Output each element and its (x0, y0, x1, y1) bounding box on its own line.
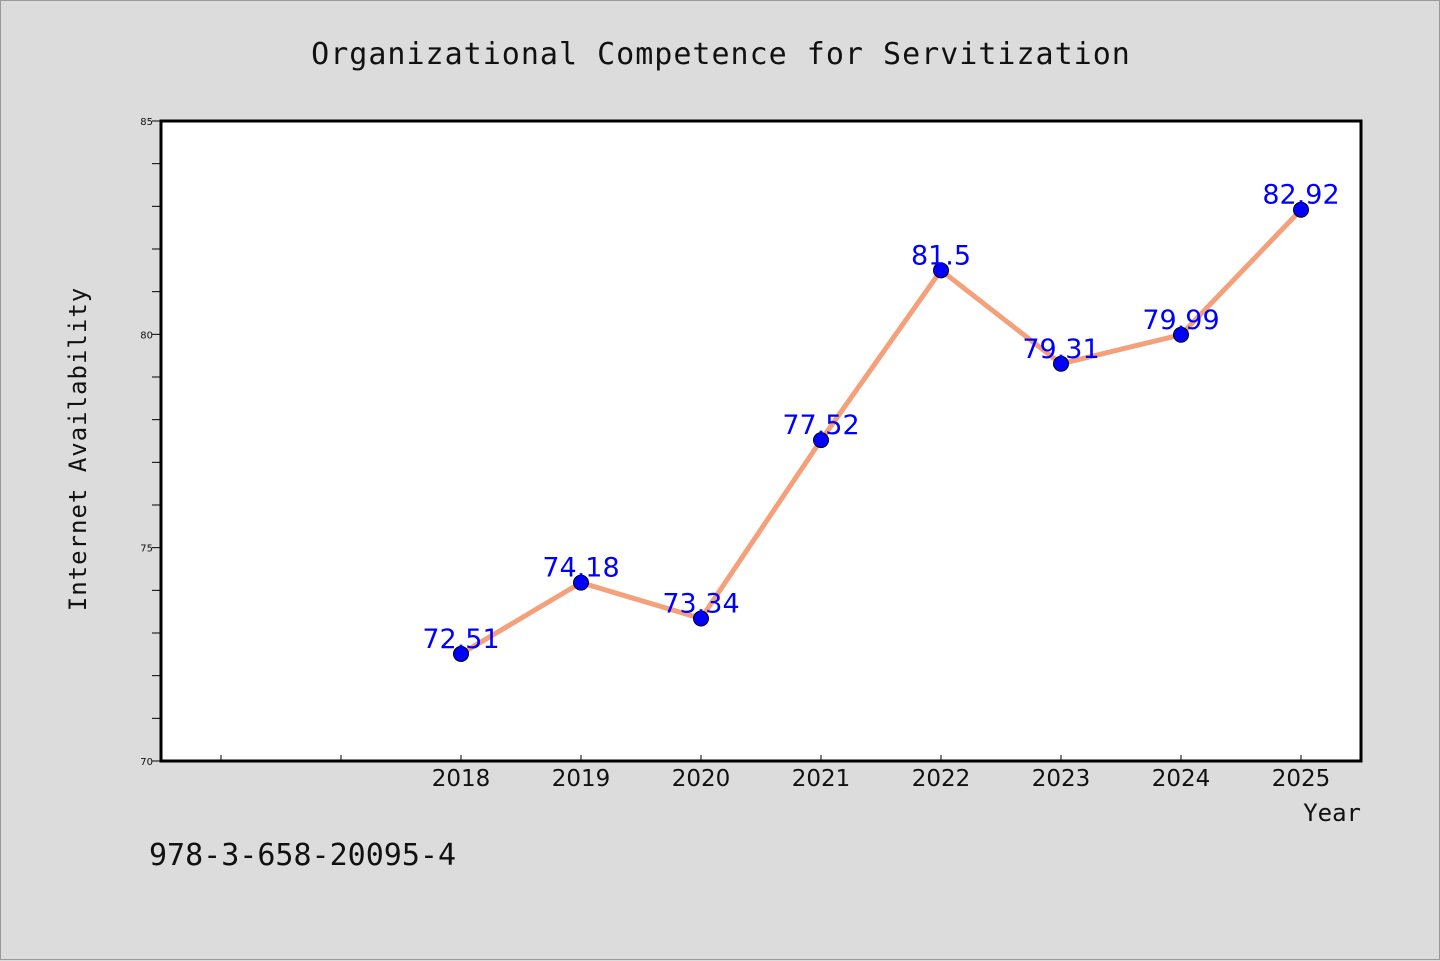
y-tick-label: 75 (140, 544, 153, 555)
data-point (1293, 201, 1309, 218)
x-tick-label: 2019 (552, 766, 611, 792)
data-label: 79.99 (1142, 305, 1219, 336)
plot-area (159, 119, 1363, 763)
data-label: 82.92 (1262, 180, 1339, 211)
y-axis-label: Internet Availability (64, 287, 92, 611)
data-label-layer: 72.51 74.18 73.34 77.52 81.5 79.31 79.99 82.92 (422, 180, 1339, 655)
data-label: 72.51 (422, 624, 499, 655)
y-tick-label: 80 (140, 330, 153, 341)
data-point (1173, 326, 1189, 343)
data-label: 77.52 (782, 410, 859, 441)
x-tick-label: 2022 (912, 766, 971, 792)
data-point (813, 432, 829, 449)
x-tick-label: 2018 (432, 766, 491, 792)
data-point (693, 610, 709, 627)
y-tick-label: 70 (140, 757, 153, 768)
data-label: 73.34 (662, 588, 739, 619)
data-point (573, 574, 589, 591)
data-point (933, 262, 949, 279)
x-tick-label: 2023 (1032, 766, 1091, 792)
y-tick-label: 85 (140, 117, 153, 128)
x-axis-label: Year (1303, 799, 1361, 827)
data-point (453, 645, 469, 662)
chart-title: Organizational Competence for Servitizat… (311, 37, 1131, 72)
data-point (1053, 355, 1069, 372)
data-label: 74.18 (542, 553, 619, 584)
data-label: 81.5 (911, 240, 971, 271)
series-line (459, 208, 1303, 657)
isbn-text: 978-3-658-20095-4 (149, 838, 456, 873)
y-axis: 70 75 80 85 (140, 117, 160, 768)
x-tick-label: 2020 (672, 766, 731, 792)
x-tick-label: 2021 (792, 766, 851, 792)
x-tick-label: 2024 (1152, 766, 1211, 792)
x-tick-label: 2025 (1272, 766, 1331, 792)
series-layer (453, 201, 1309, 662)
data-label: 79.31 (1022, 334, 1099, 365)
x-axis: 2018 2019 2020 2021 2022 2023 2024 2025 (220, 755, 1331, 792)
